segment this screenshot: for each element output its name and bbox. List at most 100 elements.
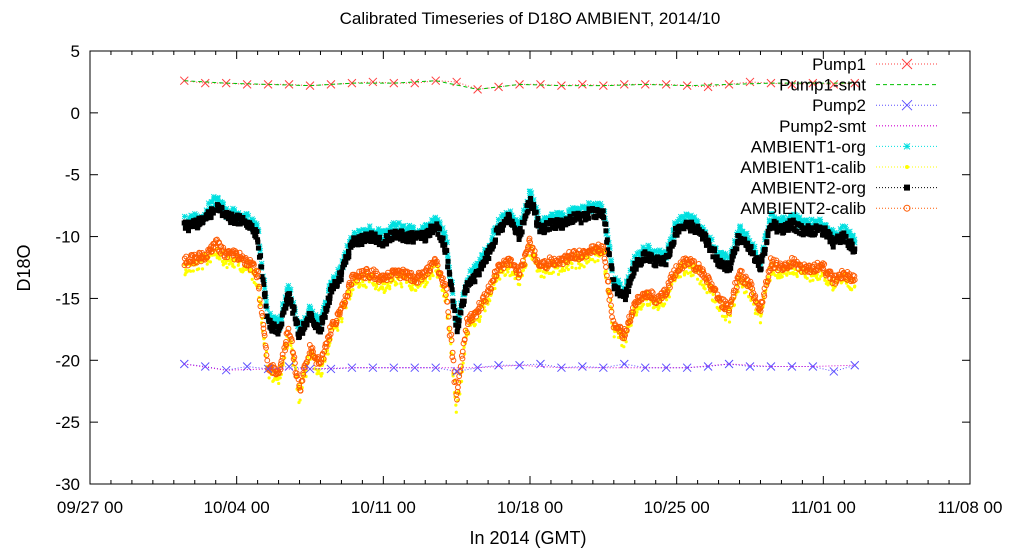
data-point — [781, 229, 787, 235]
data-point — [448, 279, 454, 285]
data-point — [383, 282, 387, 286]
data-point — [256, 297, 263, 303]
data-point — [445, 255, 451, 262]
data-point — [318, 372, 322, 376]
data-point — [297, 400, 301, 405]
data-point — [577, 266, 582, 270]
data-point — [263, 344, 269, 351]
data-point — [730, 293, 737, 300]
data-point — [608, 258, 615, 265]
data-point — [595, 241, 602, 248]
data-point — [193, 218, 199, 224]
data-point — [582, 265, 586, 269]
data-point — [389, 236, 395, 242]
data-point — [302, 314, 308, 321]
data-point — [304, 322, 310, 328]
data-point — [645, 242, 652, 249]
legend-entry: AMBIENT1-org — [751, 137, 938, 156]
data-point — [514, 219, 521, 226]
data-point — [250, 217, 257, 224]
data-point — [260, 321, 267, 328]
data-point — [488, 299, 492, 303]
data-point — [800, 232, 806, 238]
data-point — [766, 275, 770, 279]
data-point — [335, 266, 341, 273]
series-line — [184, 80, 855, 90]
data-point — [670, 275, 677, 282]
data-point — [437, 221, 443, 227]
data-point — [589, 202, 596, 209]
data-point — [627, 280, 633, 286]
data-point — [310, 348, 316, 355]
data-point — [274, 316, 280, 322]
data-point — [782, 260, 789, 267]
data-point — [472, 279, 478, 285]
data-point — [730, 253, 736, 259]
data-point — [267, 317, 273, 323]
data-point — [724, 359, 734, 369]
data-point — [619, 80, 629, 89]
data-point — [702, 283, 706, 287]
data-point — [275, 331, 281, 337]
data-point — [342, 299, 349, 306]
data-point — [189, 269, 193, 273]
y-axis: 5 0 -5 -10 -15 -20 -25 -30 — [55, 42, 970, 494]
data-point — [242, 362, 252, 371]
data-point — [329, 283, 335, 289]
data-point — [423, 237, 429, 243]
data-point — [293, 370, 300, 377]
data-point — [509, 218, 515, 224]
data-point — [608, 308, 615, 315]
data-point — [646, 244, 653, 251]
data-point — [444, 298, 451, 305]
data-point — [778, 218, 784, 225]
data-point — [233, 249, 240, 256]
data-point — [740, 240, 746, 246]
data-point — [441, 231, 447, 238]
data-point — [724, 254, 731, 260]
y-tick-label: -20 — [55, 351, 80, 370]
data-point — [737, 225, 744, 232]
data-point — [580, 263, 584, 267]
data-layer — [179, 76, 860, 414]
data-point — [817, 218, 824, 225]
data-point — [319, 309, 326, 315]
data-point — [423, 221, 430, 228]
data-point — [459, 348, 466, 355]
legend-label: AMBIENT2-calib — [740, 199, 866, 218]
data-point — [474, 309, 481, 316]
data-point — [676, 229, 682, 235]
data-point — [761, 290, 767, 297]
data-point — [439, 238, 445, 244]
data-point — [258, 253, 264, 259]
data-point — [622, 345, 626, 349]
data-point — [454, 410, 458, 414]
data-point — [691, 214, 698, 220]
data-point — [519, 215, 525, 221]
data-point — [732, 287, 739, 294]
data-point — [458, 310, 464, 316]
data-point — [279, 301, 286, 307]
data-point — [276, 327, 282, 333]
data-point — [327, 331, 334, 338]
data-point — [278, 358, 285, 364]
data-point — [699, 279, 703, 283]
data-point — [659, 249, 665, 256]
data-point — [440, 275, 446, 282]
data-point — [261, 281, 267, 287]
data-point — [223, 205, 230, 212]
x-tick-label: 10/04 00 — [204, 498, 270, 517]
data-point — [689, 270, 693, 274]
data-point — [284, 301, 290, 307]
data-point — [449, 287, 455, 293]
data-point — [317, 329, 323, 335]
data-point — [276, 320, 283, 327]
data-point — [603, 264, 609, 270]
data-point — [503, 273, 508, 277]
data-point — [717, 308, 722, 313]
data-point — [639, 307, 643, 311]
data-point — [478, 305, 485, 312]
data-point — [454, 329, 460, 335]
data-point — [461, 301, 467, 307]
data-point — [778, 223, 784, 229]
